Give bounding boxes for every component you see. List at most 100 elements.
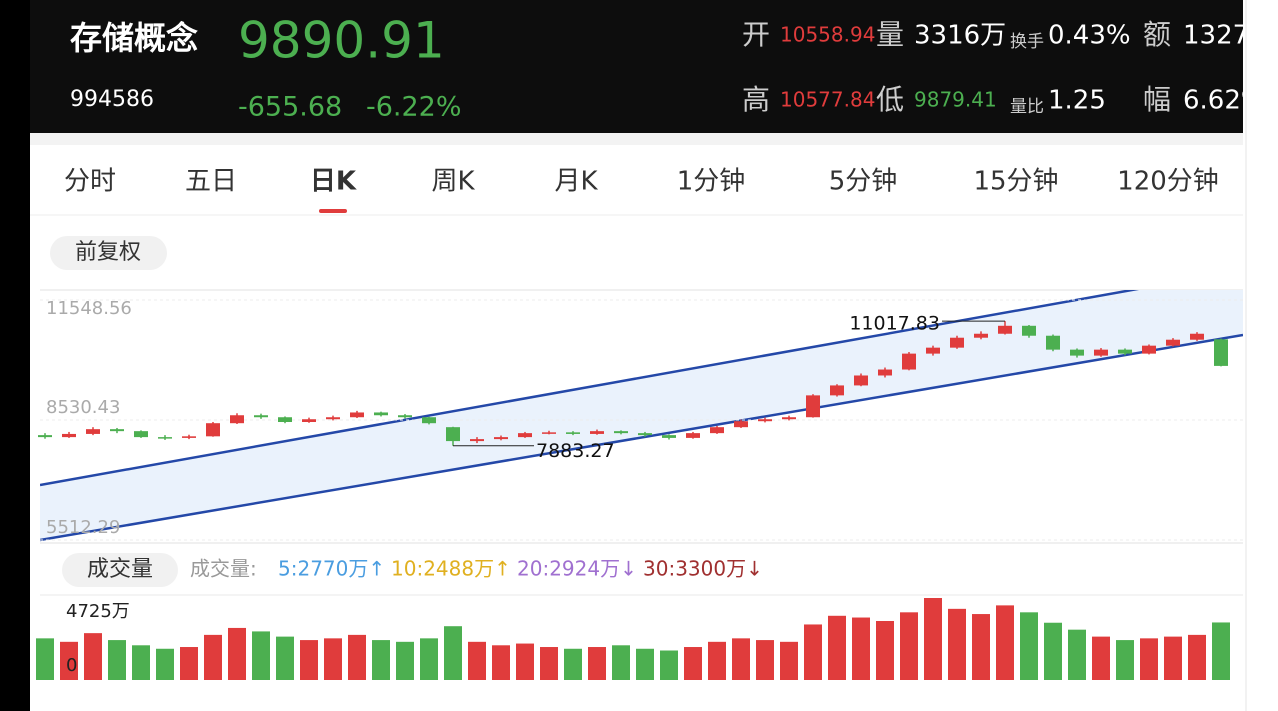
volume-bar — [204, 634, 222, 680]
volume-bar — [468, 641, 486, 680]
price: 9890.91 — [238, 12, 445, 70]
tab[interactable]: 月K — [554, 167, 598, 197]
volume-bar — [60, 641, 78, 680]
change-pct: -6.22% — [366, 92, 462, 123]
ma-legend: 10:2488万↑ — [391, 557, 511, 581]
candle-body — [350, 412, 364, 418]
stat-value: 3316万 — [914, 21, 1006, 51]
channel-lower — [40, 333, 1243, 542]
candle-body — [926, 347, 940, 354]
tab[interactable]: 1分钟 — [677, 167, 746, 197]
candle-body — [1166, 339, 1180, 346]
candle-body — [638, 433, 652, 436]
volume-bar — [348, 634, 366, 680]
volume-bar — [1140, 638, 1158, 680]
tab[interactable]: 5分钟 — [829, 167, 898, 197]
volume-bar — [228, 627, 246, 680]
volume-button[interactable] — [62, 553, 178, 587]
candle-body — [1214, 339, 1228, 366]
change: -655.68 — [238, 92, 342, 123]
candle-body — [542, 432, 556, 434]
y-tick-label: 5512.29 — [46, 517, 120, 538]
candle-body — [158, 437, 172, 439]
volume-bar — [444, 626, 462, 680]
candle-body — [374, 412, 388, 416]
candle-body — [1190, 333, 1204, 340]
candle-body — [110, 429, 124, 432]
candle-body — [806, 395, 820, 418]
stat-label: 换手 — [1010, 32, 1044, 52]
volume-label: 成交量 — [87, 557, 153, 582]
channel — [40, 290, 1243, 542]
candle-body — [734, 421, 748, 428]
tab[interactable]: 五日 — [185, 167, 237, 197]
stat-label: 开 — [742, 18, 770, 51]
volume-bar — [84, 633, 102, 680]
candle-body — [398, 415, 412, 418]
tabs: 分时 五日 日K 周K 月K 1分钟 5分钟 15分钟 120分钟 — [64, 167, 1219, 213]
volume-bar — [804, 624, 822, 680]
volume-tick-label: 4725万 — [66, 601, 130, 622]
candle-body — [998, 325, 1012, 334]
volume-bar — [1020, 612, 1038, 680]
stats: 开 10558.94 量 3316万 换手 0.43% 额 1327 高 10577.84 低 987… — [742, 18, 1266, 117]
volume-bar — [180, 647, 198, 680]
volume-bar — [1116, 640, 1134, 680]
volume-bar — [300, 640, 318, 680]
volume-bar — [564, 648, 582, 680]
candle-body — [974, 333, 988, 338]
volume-bar — [1068, 629, 1086, 680]
stat-label: 量比 — [1010, 97, 1044, 117]
volume-bar — [36, 638, 54, 680]
plot: 5512.29 8530.43 11548.56 11017.83 7883.27 0 47… — [36, 298, 1243, 680]
candle-body — [782, 417, 796, 420]
candle-body — [182, 436, 196, 438]
stock-code: 994586 — [70, 87, 154, 112]
candle-body — [1070, 349, 1084, 356]
tab[interactable]: 15分钟 — [973, 167, 1058, 197]
candle-body — [830, 385, 844, 396]
tab[interactable]: 120分钟 — [1117, 167, 1219, 197]
stat-value: 6.62% — [1183, 86, 1266, 116]
candle-body — [710, 427, 724, 434]
volume-bar — [588, 647, 606, 680]
stat-label: 高 — [742, 83, 770, 116]
candle-body — [62, 433, 76, 438]
volume-bar — [132, 645, 150, 680]
adjust-button[interactable] — [50, 236, 167, 270]
stat-label: 幅 — [1143, 83, 1171, 116]
volume-bar — [420, 638, 438, 680]
volume-bar — [708, 641, 726, 680]
adjust-label: 前复权 — [75, 240, 141, 265]
candle-body — [230, 415, 244, 424]
volume-bar — [1188, 634, 1206, 680]
volume-bar — [732, 638, 750, 680]
volume-bar — [108, 640, 126, 680]
candle-body — [86, 429, 100, 434]
stat-value: 0.43% — [1048, 21, 1131, 51]
candle-body — [566, 432, 580, 434]
volume-bar — [156, 648, 174, 680]
tab[interactable]: 分时 — [64, 167, 116, 197]
volume-bar — [828, 615, 846, 680]
candle-body — [686, 433, 700, 438]
candle-body — [1118, 349, 1132, 354]
volume-bar — [1044, 622, 1062, 680]
candle-body — [494, 437, 508, 440]
volume-bar — [900, 612, 918, 680]
candle-body — [1094, 349, 1108, 356]
tab[interactable]: 周K — [431, 167, 475, 197]
tab[interactable]: 日K — [310, 167, 357, 197]
candle-body — [854, 375, 868, 386]
volume-bar — [396, 641, 414, 680]
volume-bar — [324, 638, 342, 680]
volume-bar — [1092, 636, 1110, 680]
side-strip — [1243, 0, 1278, 711]
stock-name: 存储概念 — [70, 19, 198, 57]
volume-bar — [252, 631, 270, 680]
volume-bar — [636, 648, 654, 680]
channel-fill — [40, 290, 1243, 540]
volume-bar — [924, 598, 942, 680]
volume-bar — [372, 640, 390, 680]
